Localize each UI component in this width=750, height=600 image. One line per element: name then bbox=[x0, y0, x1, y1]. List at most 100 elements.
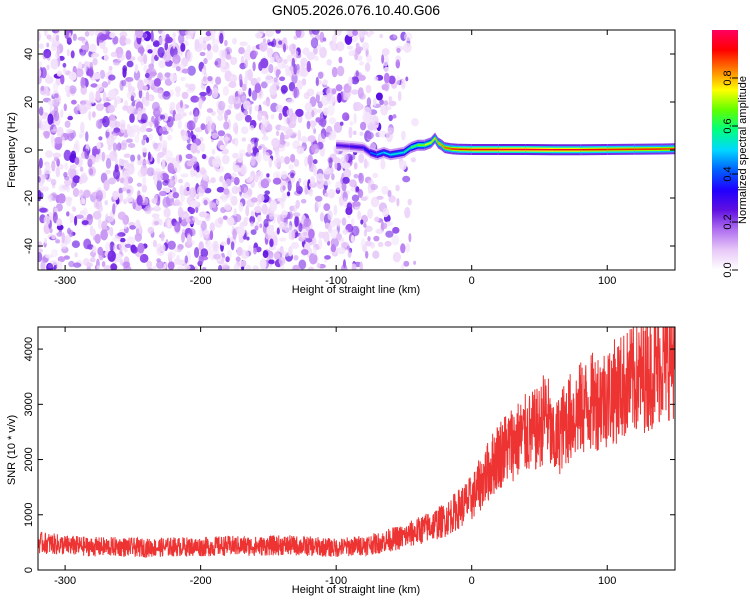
noise-blob bbox=[288, 81, 296, 92]
noise-blob bbox=[38, 61, 42, 66]
noise-blob bbox=[344, 154, 349, 163]
noise-blob bbox=[364, 62, 371, 72]
noise-blob bbox=[397, 91, 402, 102]
noise-blob bbox=[311, 30, 320, 35]
noise-blob bbox=[388, 114, 394, 122]
noise-blob bbox=[199, 228, 204, 238]
noise-blob bbox=[131, 124, 140, 133]
noise-blob bbox=[352, 201, 361, 207]
noise-blob bbox=[103, 54, 109, 62]
noise-blob bbox=[372, 124, 377, 130]
noise-blob bbox=[322, 179, 332, 186]
noise-blob bbox=[92, 52, 100, 58]
noise-blob bbox=[199, 51, 206, 57]
noise-blob bbox=[158, 36, 167, 46]
noise-blob bbox=[92, 72, 101, 80]
noise-blob bbox=[46, 34, 52, 40]
noise-blob bbox=[105, 241, 111, 253]
y-tick-label: 1000 bbox=[23, 503, 35, 527]
noise-blob bbox=[102, 115, 110, 128]
noise-blob bbox=[142, 85, 148, 91]
noise-blob bbox=[399, 160, 407, 171]
noise-blob bbox=[54, 136, 63, 144]
noise-blob bbox=[181, 68, 190, 74]
colorbar-ticks: 0.0 0.2 0.4 0.6 0.8 bbox=[722, 70, 738, 278]
signal-track-segment bbox=[471, 148, 499, 151]
noise-blob bbox=[372, 172, 379, 179]
colorbar-label: Normalized spectral amplitude bbox=[737, 76, 749, 224]
noise-blob bbox=[115, 48, 123, 59]
noise-blob bbox=[254, 105, 260, 112]
noise-blob bbox=[119, 35, 127, 47]
noise-blob bbox=[114, 158, 118, 166]
noise-blob bbox=[337, 92, 342, 103]
noise-blob bbox=[88, 111, 92, 121]
noise-blob bbox=[38, 182, 44, 187]
noise-blob bbox=[103, 265, 111, 270]
noise-blob bbox=[126, 125, 133, 136]
noise-blob bbox=[245, 264, 252, 270]
noise-blob bbox=[240, 164, 248, 176]
noise-blob bbox=[44, 169, 52, 175]
noise-blob bbox=[119, 237, 126, 243]
noise-blob bbox=[71, 99, 77, 105]
noise-blob bbox=[113, 150, 117, 157]
noise-blob bbox=[169, 175, 175, 186]
noise-blob bbox=[233, 177, 240, 186]
signal-track-segment bbox=[376, 151, 384, 156]
noise-blob bbox=[172, 192, 179, 199]
noise-blob bbox=[218, 264, 223, 270]
noise-blob bbox=[123, 178, 129, 188]
noise-blob bbox=[387, 190, 392, 198]
noise-blob bbox=[330, 42, 338, 52]
noise-blob bbox=[253, 247, 257, 255]
noise-blob bbox=[328, 134, 332, 140]
noise-blob bbox=[83, 189, 91, 198]
noise-blob bbox=[154, 205, 160, 210]
noise-blob bbox=[49, 103, 53, 113]
noise-blob bbox=[253, 50, 259, 56]
noise-blob bbox=[254, 137, 258, 149]
noise-blob bbox=[268, 259, 275, 265]
noise-blob bbox=[266, 123, 273, 133]
noise-blob bbox=[248, 87, 252, 97]
noise-blob bbox=[74, 252, 78, 258]
noise-blob bbox=[301, 249, 309, 256]
noise-blob bbox=[68, 229, 74, 238]
noise-blob bbox=[194, 39, 200, 49]
noise-blob bbox=[85, 131, 89, 142]
noise-blob bbox=[96, 142, 101, 150]
noise-blob bbox=[238, 202, 244, 212]
noise-blob bbox=[295, 108, 304, 117]
noise-blob bbox=[345, 207, 353, 215]
noise-blob bbox=[141, 184, 147, 193]
noise-blob bbox=[317, 108, 323, 114]
noise-blob bbox=[303, 217, 312, 228]
noise-blob bbox=[263, 218, 269, 228]
noise-blob bbox=[404, 32, 413, 41]
spectrogram-x-label: Height of straight line (km) bbox=[292, 284, 420, 296]
noise-blob bbox=[262, 151, 270, 162]
noise-blob bbox=[358, 172, 363, 181]
noise-blob bbox=[359, 61, 364, 66]
signal-track-segment bbox=[661, 148, 675, 150]
noise-blob bbox=[156, 152, 161, 164]
noise-blob bbox=[221, 257, 225, 263]
noise-blob bbox=[259, 41, 268, 52]
noise-blob bbox=[94, 233, 101, 244]
noise-blob bbox=[369, 183, 378, 191]
noise-blob bbox=[46, 262, 54, 270]
noise-blob bbox=[108, 89, 116, 98]
noise-blob bbox=[272, 235, 278, 247]
noise-blob bbox=[122, 67, 127, 78]
noise-blob bbox=[313, 46, 318, 55]
noise-blob bbox=[137, 107, 143, 116]
noise-blob bbox=[179, 100, 183, 109]
noise-blob bbox=[348, 50, 356, 57]
signal-track-segment bbox=[410, 144, 418, 149]
noise-blob bbox=[267, 53, 271, 58]
noise-blob bbox=[217, 130, 226, 137]
noise-blob bbox=[95, 103, 105, 111]
noise-blob bbox=[136, 227, 140, 235]
